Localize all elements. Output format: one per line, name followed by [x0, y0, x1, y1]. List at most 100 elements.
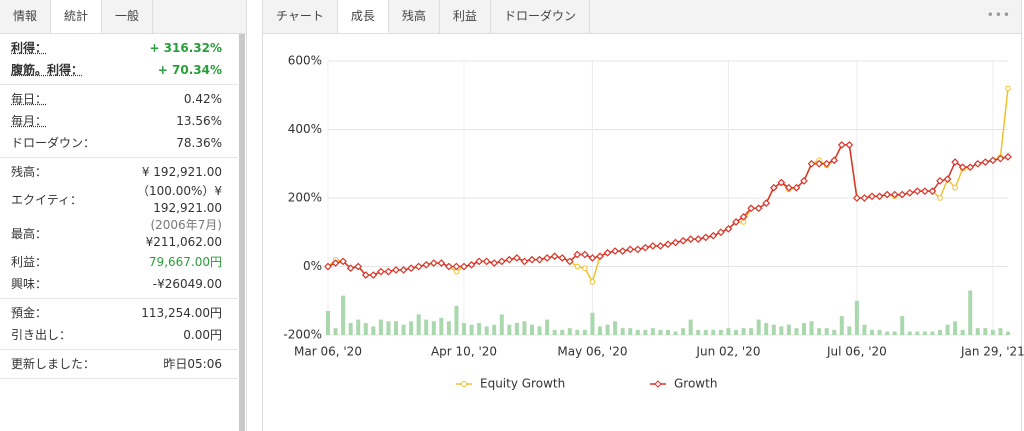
stat-label: 毎月：	[11, 113, 48, 128]
point	[952, 184, 958, 191]
tab[interactable]: チャート	[263, 0, 338, 33]
bar	[454, 305, 459, 335]
point	[913, 187, 922, 195]
point	[883, 190, 891, 199]
bar	[892, 331, 897, 335]
bar	[809, 321, 814, 335]
bar	[847, 326, 852, 335]
x-tick-label: Jan 29, '21	[960, 345, 1024, 359]
stats: 利得： + 316.32% 腹筋。利得： + 70.34% 毎日： 0.42% 毎月： 13.…	[0, 34, 246, 379]
tab[interactable]: 残高	[389, 0, 440, 33]
stat-value-box: 0.00円	[103, 327, 222, 344]
bar	[575, 329, 580, 335]
point	[361, 271, 370, 279]
tab[interactable]: ドローダウン	[491, 0, 590, 33]
point	[989, 156, 997, 165]
bar	[915, 331, 920, 335]
point	[582, 265, 588, 272]
bar	[817, 328, 822, 335]
point	[626, 245, 635, 254]
point	[701, 233, 710, 242]
point	[331, 259, 340, 267]
stat-label: エクイティ：	[11, 192, 83, 207]
tab[interactable]: 一般	[102, 0, 154, 33]
bar	[469, 324, 474, 335]
bar	[446, 321, 451, 335]
point	[875, 192, 884, 201]
point	[656, 242, 665, 250]
bar	[363, 323, 368, 335]
point	[641, 243, 650, 252]
point	[490, 259, 499, 267]
tab[interactable]: 利益	[440, 0, 491, 33]
bar	[394, 321, 398, 335]
bar	[590, 312, 595, 335]
point	[581, 250, 589, 259]
point	[588, 254, 597, 262]
scrollbar[interactable]	[239, 34, 245, 431]
tab[interactable]: 成長	[337, 0, 389, 33]
point	[482, 257, 491, 266]
point	[679, 236, 687, 245]
point	[633, 245, 642, 254]
bar	[439, 317, 444, 335]
tab[interactable]: 情報	[0, 0, 52, 33]
stat-value-box: 78.36%	[103, 135, 222, 152]
stat-value-box: -¥26049.00	[103, 276, 222, 293]
point	[543, 254, 551, 262]
point	[671, 238, 680, 247]
bar	[938, 329, 942, 335]
stat-label: 預金：	[11, 305, 48, 320]
point	[422, 260, 431, 269]
point	[890, 190, 899, 199]
bar	[1006, 331, 1010, 335]
point	[966, 163, 975, 172]
bar	[998, 328, 1003, 335]
point	[769, 183, 778, 192]
series-line	[327, 88, 1009, 284]
point	[822, 159, 831, 168]
point	[565, 257, 574, 266]
stat-label: 興味：	[11, 276, 48, 291]
point	[868, 192, 876, 201]
point	[467, 260, 476, 269]
point	[958, 163, 967, 172]
point	[520, 257, 529, 266]
point	[921, 187, 929, 195]
stat-label: ドローダウン：	[11, 135, 96, 150]
bar	[507, 324, 512, 335]
point	[414, 262, 423, 271]
stat-label: 毎日：	[11, 91, 48, 106]
point	[981, 158, 990, 166]
bar	[832, 329, 837, 335]
series-line	[327, 144, 1009, 276]
bar	[802, 323, 806, 335]
point	[437, 259, 446, 267]
point	[732, 218, 740, 226]
legend-marker	[654, 380, 662, 388]
stat-label: 更新しました：	[11, 356, 96, 371]
bar	[900, 316, 905, 335]
stat-row: 利得： + 316.32%	[11, 37, 222, 59]
tab[interactable]: 統計	[51, 0, 103, 33]
point	[762, 199, 771, 207]
bar	[854, 300, 859, 335]
bar	[688, 319, 693, 335]
stat-value: 0.00円	[183, 327, 222, 342]
stat-value: + 70.34%	[157, 62, 222, 77]
bar	[333, 328, 338, 335]
menu[interactable]: •••	[986, 8, 1011, 22]
bar	[756, 319, 761, 335]
point	[905, 189, 914, 197]
stat-value-box: (2006年7月) ¥211,062.00	[103, 217, 222, 251]
point	[830, 156, 839, 165]
bar	[666, 329, 670, 335]
point	[611, 247, 619, 255]
point	[535, 255, 544, 264]
stat-value: 113,254.00円	[141, 305, 222, 320]
point	[807, 159, 816, 168]
stat-note: (2006年7月)	[150, 218, 222, 232]
point	[724, 224, 733, 233]
stat-label: 利益：	[11, 254, 48, 269]
